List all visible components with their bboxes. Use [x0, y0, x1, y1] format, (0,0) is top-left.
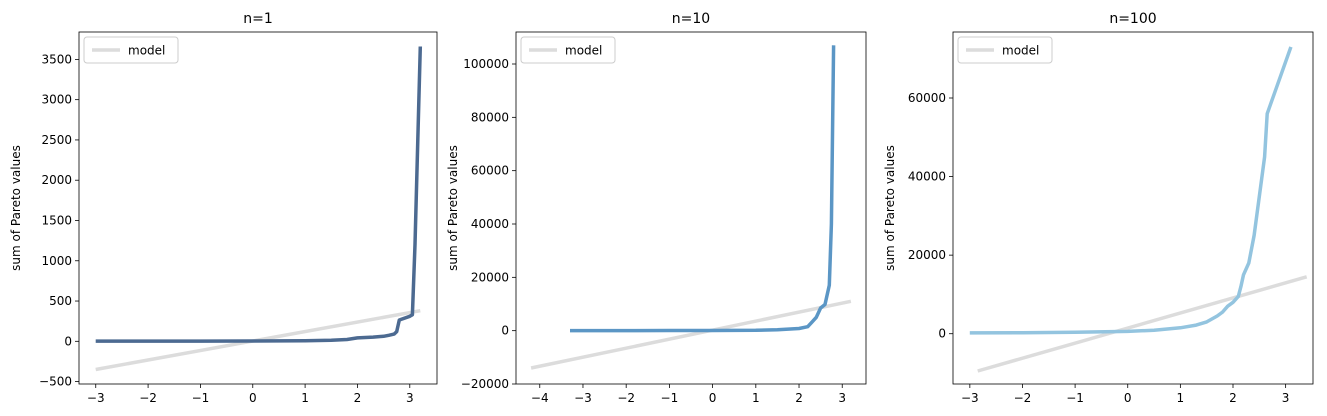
x-tick-label: −2	[617, 391, 635, 405]
x-tick-label: 1	[301, 391, 309, 405]
series-line-data	[95, 46, 423, 343]
y-tick-label: 2000	[41, 173, 72, 187]
y-axis-label: sum of Pareto values	[446, 145, 460, 271]
x-tick-label: 2	[354, 391, 362, 405]
chart-title: n=100	[1109, 11, 1156, 27]
y-tick-label: 40000	[908, 170, 946, 184]
y-tick-label: 3500	[41, 52, 72, 66]
series-line-data	[570, 45, 836, 333]
chart-title: n=1	[243, 11, 273, 27]
y-tick-label: 500	[49, 294, 72, 308]
x-tick-label: −1	[1066, 391, 1084, 405]
chart-panel-1: −3 −2 −1 0 1 2 3 −500 0 500 1000 1500 2000 2500 3000 35…	[9, 11, 438, 405]
chart-panel-3: −3 −2 −1 0 1 2 3 0 20000 40000 60000 n=100 sum of Pa…	[883, 11, 1314, 405]
x-tick-label: −3	[87, 391, 105, 405]
y-tick-label: 20000	[908, 248, 946, 262]
x-tick-label: −1	[661, 391, 679, 405]
legend: model	[957, 36, 1053, 64]
x-tick-label: 0	[709, 391, 717, 405]
y-tick-label: 60000	[908, 91, 946, 105]
y-tick-label: −20000	[461, 377, 509, 391]
x-tick-label: 3	[838, 391, 846, 405]
y-tick-label: 0	[64, 334, 72, 348]
x-tick-label: −3	[574, 391, 592, 405]
y-tick-label: 40000	[471, 217, 509, 231]
x-tick-label: 2	[795, 391, 803, 405]
y-tick-label: −500	[39, 375, 72, 389]
legend: model	[520, 36, 616, 64]
y-tick-label: 100000	[463, 57, 509, 71]
y-axis-label: sum of Pareto values	[883, 145, 897, 271]
x-tick-label: 2	[1229, 391, 1237, 405]
x-tick-label: −2	[139, 391, 157, 405]
series-line-data	[969, 46, 1293, 335]
x-tick-label: −4	[531, 391, 549, 405]
y-tick-label: 1000	[41, 254, 72, 268]
x-tick-label: −1	[192, 391, 210, 405]
plot-frame	[78, 31, 438, 385]
legend-label: model	[128, 44, 165, 58]
x-tick-label: 0	[1124, 391, 1132, 405]
y-tick-label: 20000	[471, 270, 509, 284]
legend-box	[83, 36, 179, 64]
y-tick-label: 60000	[471, 164, 509, 178]
y-tick-label: 3000	[41, 93, 72, 107]
legend-box	[957, 36, 1053, 64]
y-tick-label: 1500	[41, 213, 72, 227]
legend-label: model	[565, 44, 602, 58]
chart-panel-2: −4 −3 −2 −1 0 1 2 3 −20000 0 20000 40000 60000 80000 1…	[446, 11, 867, 405]
x-tick-label: 1	[1177, 391, 1185, 405]
plot-frame	[952, 31, 1314, 385]
legend-box	[520, 36, 616, 64]
legend-label: model	[1002, 44, 1039, 58]
series-line-model	[530, 299, 852, 370]
x-tick-label: 0	[249, 391, 257, 405]
y-tick-label: 0	[938, 327, 946, 341]
x-tick-label: −2	[1014, 391, 1032, 405]
x-tick-label: −3	[961, 391, 979, 405]
plot-frame	[515, 31, 867, 385]
y-tick-label: 2500	[41, 133, 72, 147]
y-tick-label: 0	[501, 324, 509, 338]
y-tick-label: 80000	[471, 110, 509, 124]
y-axis-label: sum of Pareto values	[9, 145, 23, 271]
chart-title: n=10	[672, 11, 710, 27]
x-tick-label: 3	[406, 391, 414, 405]
x-tick-label: 3	[1282, 391, 1290, 405]
x-tick-label: 1	[752, 391, 760, 405]
series-line-model	[977, 275, 1308, 373]
legend: model	[83, 36, 179, 64]
